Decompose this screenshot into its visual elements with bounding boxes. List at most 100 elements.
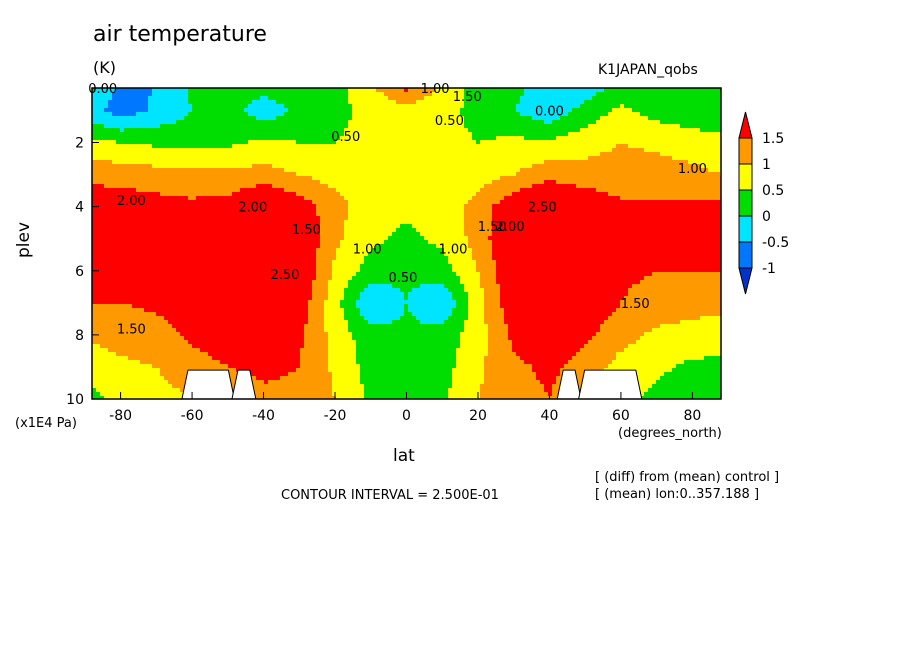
field-cell: [356, 88, 361, 93]
field-cell: [244, 168, 249, 173]
field-cell: [280, 108, 285, 113]
field-cell: [104, 180, 109, 185]
field-cell: [536, 156, 541, 161]
field-cell: [192, 148, 197, 153]
field-cell: [368, 116, 373, 121]
field-cell: [520, 116, 525, 121]
field-cell: [380, 192, 385, 197]
field-cell: [420, 196, 425, 201]
field-cell: [636, 164, 641, 169]
field-cell: [452, 124, 457, 129]
field-cell: [536, 124, 541, 129]
field-cell: [328, 156, 333, 161]
field-cell: [528, 204, 533, 209]
field-cell: [520, 192, 525, 197]
field-cell: [716, 144, 721, 149]
field-cell: [228, 168, 233, 173]
field-cell: [588, 188, 593, 193]
field-cell: [520, 200, 525, 205]
field-cell: [332, 160, 337, 165]
field-cell: [200, 152, 205, 157]
field-cell: [492, 104, 497, 109]
field-cell: [528, 112, 533, 117]
field-cell: [536, 208, 541, 213]
field-cell: [592, 88, 597, 93]
field-cell: [348, 188, 353, 193]
field-cell: [264, 164, 269, 169]
field-cell: [216, 128, 221, 133]
field-cell: [300, 128, 305, 133]
field-cell: [344, 92, 349, 97]
field-cell: [140, 184, 145, 189]
run-label: K1JAPAN_qobs: [598, 62, 698, 78]
field-cell: [276, 196, 281, 201]
field-cell: [664, 160, 669, 165]
field-cell: [372, 196, 377, 201]
field-cell: [112, 120, 117, 125]
field-cell: [248, 136, 253, 141]
field-cell: [692, 144, 697, 149]
field-cell: [308, 172, 313, 177]
field-cell: [180, 104, 185, 109]
field-cell: [376, 200, 381, 205]
field-cell: [628, 88, 633, 93]
field-cell: [540, 88, 545, 93]
field-cell: [700, 204, 705, 209]
field-cell: [508, 96, 513, 101]
field-cell: [596, 120, 601, 125]
field-cell: [128, 168, 133, 173]
field-cell: [468, 180, 473, 185]
field-cell: [704, 176, 709, 181]
field-cell: [384, 188, 389, 193]
field-cell: [664, 124, 669, 129]
field-cell: [132, 196, 137, 201]
field-cell: [140, 152, 145, 157]
field-cell: [356, 212, 361, 217]
field-cell: [440, 128, 445, 133]
field-cell: [512, 92, 517, 97]
field-cell: [196, 188, 201, 193]
field-cell: [652, 104, 657, 109]
field-cell: [184, 132, 189, 137]
field-cell: [368, 148, 373, 153]
field-cell: [564, 204, 569, 209]
field-cell: [300, 108, 305, 113]
field-cell: [640, 156, 645, 161]
field-cell: [252, 140, 257, 145]
field-cell: [636, 88, 641, 93]
field-cell: [280, 92, 285, 97]
field-cell: [420, 148, 425, 153]
field-cell: [700, 164, 705, 169]
field-cell: [212, 104, 217, 109]
field-cell: [708, 108, 713, 113]
field-cell: [360, 172, 365, 177]
field-cell: [372, 96, 377, 101]
field-cell: [564, 92, 569, 97]
field-cell: [536, 164, 541, 169]
field-cell: [148, 168, 153, 173]
field-cell: [712, 120, 717, 125]
field-cell: [248, 192, 253, 197]
field-cell: [124, 184, 129, 189]
field-cell: [708, 88, 713, 93]
field-cell: [524, 180, 529, 185]
field-cell: [576, 164, 581, 169]
field-cell: [696, 120, 701, 125]
field-cell: [344, 164, 349, 169]
field-cell: [500, 200, 505, 205]
field-cell: [180, 176, 185, 181]
field-cell: [468, 208, 473, 213]
field-cell: [708, 112, 713, 117]
field-cell: [408, 132, 413, 137]
field-cell: [308, 148, 313, 153]
field-cell: [420, 212, 425, 217]
field-cell: [596, 104, 601, 109]
field-cell: [700, 124, 705, 129]
field-cell: [196, 104, 201, 109]
field-cell: [684, 128, 689, 133]
field-cell: [228, 172, 233, 177]
field-cell: [368, 112, 373, 117]
field-cell: [648, 132, 653, 137]
field-cell: [168, 192, 173, 197]
field-cell: [504, 88, 509, 93]
